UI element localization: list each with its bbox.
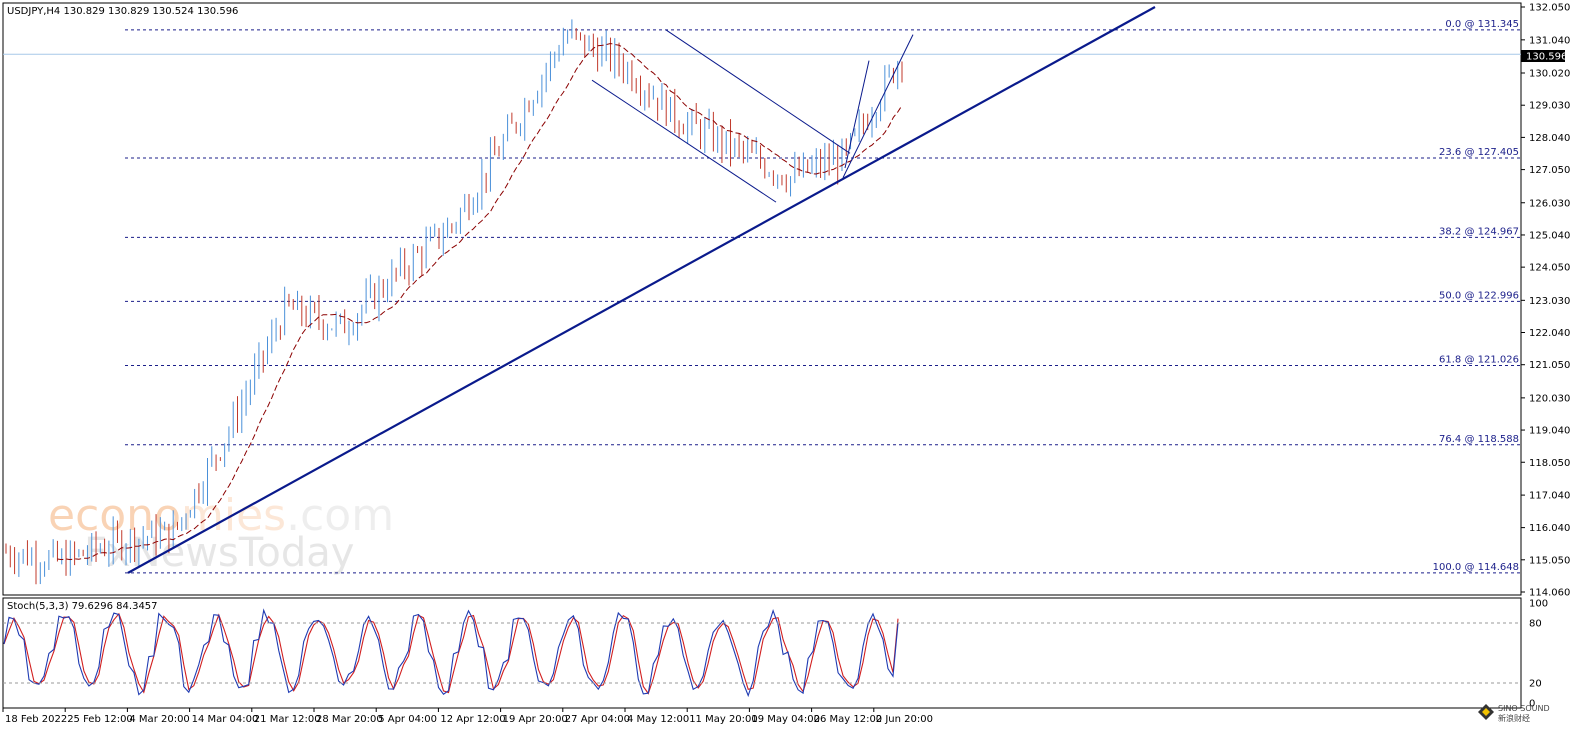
fib-label: 100.0 @ 114.648 — [1433, 562, 1519, 573]
x-tick-label: 18 Feb 2022 — [5, 714, 67, 725]
main-pane — [2, 2, 1522, 596]
watermark-econo: econo — [48, 490, 181, 541]
x-tick-label: 21 Mar 12:00 — [254, 714, 321, 725]
current-price-label: 130.596 — [1526, 52, 1567, 63]
y-tick-label: 118.050 — [1529, 458, 1570, 469]
svg-text:economies.com: economies.com — [48, 490, 394, 541]
watermark: economies.com FxNewsToday — [48, 490, 394, 576]
stoch-label: Stoch(5,3,3) 79.6296 84.3457 — [7, 601, 158, 612]
y-tick-label: 124.050 — [1529, 263, 1570, 274]
fibonacci-levels: 0.0 @ 131.345 23.6 @ 127.405 38.2 @ 124.96… — [125, 19, 1521, 574]
moving-average — [57, 42, 903, 561]
y-tick-label: 120.030 — [1529, 393, 1570, 404]
y-tick-label: 125.040 — [1529, 230, 1570, 241]
stoch-tick-label: 20 — [1529, 679, 1542, 690]
y-tick-label: 127.050 — [1529, 165, 1570, 176]
fib-label: 76.4 @ 118.588 — [1439, 434, 1519, 445]
x-tick-label: 14 Mar 04:00 — [192, 714, 259, 725]
y-tick-label: 115.050 — [1529, 555, 1570, 566]
stoch-tick-label: 100 — [1529, 599, 1548, 610]
y-tick-label: 132.050 — [1529, 3, 1570, 14]
x-tick-label: 2 Jun 20:00 — [876, 714, 933, 725]
x-tick-label: 4 Mar 20:00 — [129, 714, 189, 725]
logo-text-1: SINO SOUND — [1498, 704, 1550, 713]
stoch-tick-label: 80 — [1529, 619, 1542, 630]
x-tick-label: 19 Apr 20:00 — [503, 714, 568, 725]
y-tick-label: 114.060 — [1529, 588, 1570, 599]
fib-label: 23.6 @ 127.405 — [1439, 147, 1519, 158]
stoch-pane — [2, 597, 1522, 709]
channel-upper-line — [665, 29, 851, 154]
y-tick-label: 129.030 — [1529, 101, 1570, 112]
trend-drawings — [127, 6, 1156, 574]
watermark-fxnewstoday: FxNewsToday — [84, 530, 354, 576]
rising-wedge-lower — [842, 34, 914, 178]
y-tick-label: 123.030 — [1529, 296, 1570, 307]
ma-line — [57, 42, 903, 561]
fib-label: 38.2 @ 124.967 — [1439, 226, 1519, 237]
symbol-header: USDJPY,H4 130.829 130.829 130.524 130.59… — [7, 6, 238, 17]
stoch-main-line — [3, 608, 899, 698]
main-uptrend-line — [127, 6, 1156, 574]
y-tick-label: 126.030 — [1529, 198, 1570, 209]
x-tick-label: 27 Apr 04:00 — [565, 714, 630, 725]
watermark-com: .com — [286, 490, 394, 541]
channel-lower-line — [591, 79, 777, 203]
y-tick-label: 122.040 — [1529, 328, 1570, 339]
logo-text-2: 新浪财经 — [1498, 713, 1530, 723]
y-tick-label: 119.040 — [1529, 426, 1570, 437]
y-tick-label: 131.040 — [1529, 35, 1570, 46]
x-tick-label: 26 May 12:00 — [814, 714, 883, 725]
price-axis[interactable]: 132.050 131.040 130.020 129.030 128.040 127.0… — [1521, 3, 1570, 599]
sina-logo: SINO SOUND 新浪财经 — [1478, 704, 1550, 723]
y-tick-label: 130.020 — [1529, 69, 1570, 80]
stoch-signal-line — [3, 612, 899, 695]
x-tick-label: 4 May 12:00 — [627, 714, 689, 725]
x-tick-label: 12 Apr 12:00 — [440, 714, 505, 725]
x-tick-label: 25 Feb 12:00 — [67, 714, 133, 725]
fib-label: 50.0 @ 122.996 — [1439, 290, 1519, 301]
current-price-tag — [1521, 50, 1565, 62]
candles — [5, 19, 903, 585]
stochastic-lines — [3, 608, 899, 698]
rising-wedge-upper — [844, 60, 870, 169]
x-tick-label: 11 May 20:00 — [689, 714, 758, 725]
stoch-tick-label: 0 — [1529, 699, 1535, 710]
fib-label: 61.8 @ 121.026 — [1439, 354, 1519, 365]
fib-label: 0.0 @ 131.345 — [1445, 19, 1519, 30]
x-tick-label: 28 Mar 20:00 — [316, 714, 383, 725]
x-tick-label: 19 May 04:00 — [751, 714, 820, 725]
x-tick-label: 5 Apr 04:00 — [378, 714, 437, 725]
y-tick-label: 128.040 — [1529, 133, 1570, 144]
y-tick-label: 116.040 — [1529, 523, 1570, 534]
stoch-axis: 100 80 20 0 — [3, 599, 1548, 710]
y-tick-label: 117.040 — [1529, 491, 1570, 502]
y-tick-label: 121.050 — [1529, 360, 1570, 371]
time-axis[interactable]: 18 Feb 2022 25 Feb 12:004 Mar 20:00 14 Mar… — [2, 708, 933, 725]
